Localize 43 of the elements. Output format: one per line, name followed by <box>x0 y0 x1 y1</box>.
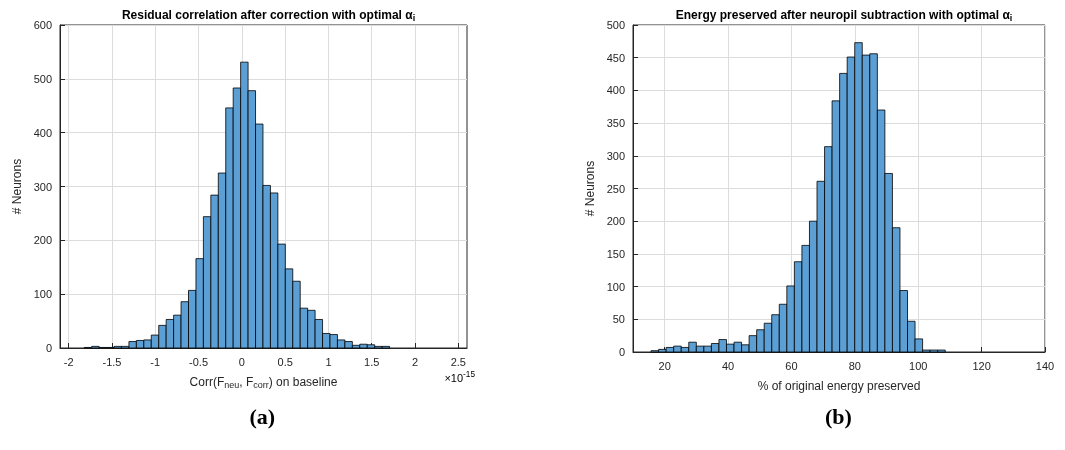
x-tick-label: 2 <box>411 355 419 368</box>
y-axis-title: # Neurons <box>582 160 597 217</box>
y-tick-label: 600 <box>33 19 52 31</box>
y-tick-label: 450 <box>606 51 625 64</box>
x-tick-label: 0.5 <box>277 355 293 368</box>
x-tick-label: 0 <box>238 355 245 368</box>
x-tick-label: 20 <box>658 359 671 372</box>
y-tick-label: 100 <box>33 288 52 301</box>
y-tick-label: 250 <box>606 182 625 195</box>
x-tick-label: -2 <box>63 355 74 368</box>
x-axis-title: Corr(Fneu, Fcorr) on baseline <box>189 375 338 390</box>
y-tick-label: 50 <box>612 313 625 326</box>
x-tick-label: 60 <box>785 359 798 372</box>
y-tick-label: 0 <box>618 346 625 358</box>
x-tick-label: 1 <box>325 355 332 368</box>
y-tick-label: 400 <box>33 126 52 139</box>
text: (b) <box>825 403 852 429</box>
text: (a) <box>249 403 276 429</box>
chart-title: Energy preserved after neuropil subtraction with optimal αi <box>675 8 1013 23</box>
x-tick-label: 140 <box>1035 359 1055 372</box>
x-tick-label: -1.5 <box>102 355 122 368</box>
y-tick-label: 350 <box>606 117 625 130</box>
y-tick-label: 300 <box>606 149 625 162</box>
y-tick-label: 500 <box>33 72 52 85</box>
x-tick-label: 40 <box>721 359 735 372</box>
x-tick-label: 2.5 <box>450 355 466 368</box>
y-tick-label: 200 <box>33 234 52 247</box>
y-tick-label: 300 <box>33 180 52 193</box>
x-tick-label: 120 <box>972 359 991 372</box>
x-tick-label: 1.5 <box>364 355 380 368</box>
x-tick-label: 80 <box>848 359 861 372</box>
x-tick-label: -1 <box>150 355 161 368</box>
y-axis-title: # Neurons <box>9 158 24 215</box>
x-tick-label: 100 <box>909 359 928 372</box>
chart-title: Residual correlation after correction with optimal αi <box>121 8 416 23</box>
y-tick-label: 500 <box>606 19 625 31</box>
y-tick-label: 200 <box>606 215 625 228</box>
y-tick-label: 100 <box>606 280 625 293</box>
x-axis-title: % of original energy preserved <box>757 379 921 393</box>
y-tick-label: 150 <box>606 247 625 260</box>
y-tick-label: 0 <box>45 342 52 354</box>
x-tick-label: -0.5 <box>189 355 209 368</box>
y-tick-label: 400 <box>606 84 625 97</box>
